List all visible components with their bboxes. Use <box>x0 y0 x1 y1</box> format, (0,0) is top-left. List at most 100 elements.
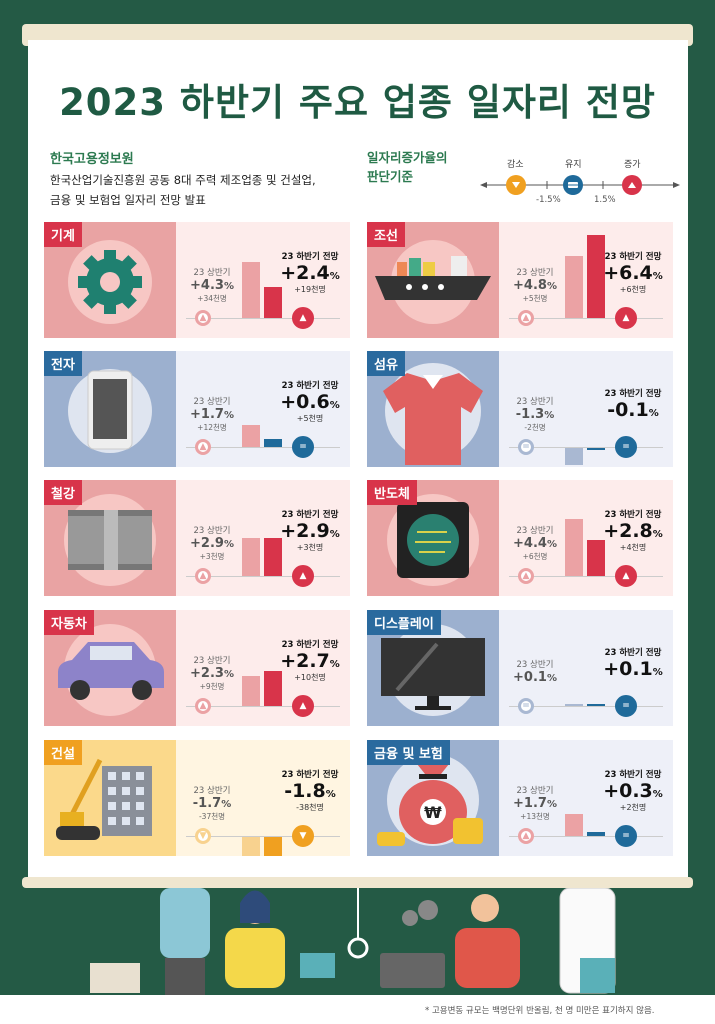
maintain-icon: = <box>615 825 637 847</box>
percent-sign: % <box>221 799 232 810</box>
baseline <box>186 576 340 577</box>
sector-stats: 23 상반기 -1.7% -37천명 23 하반기 전망 -1.8% -38천명… <box>176 740 350 856</box>
footer <box>0 995 715 1024</box>
sector-name: 반도체 <box>367 480 417 505</box>
second-half-bar <box>587 448 605 450</box>
baseline <box>509 576 663 577</box>
second-half-count: +4천명 <box>619 543 647 552</box>
sector-stats: 23 상반기 +1.7% +12천명 23 하반기 전망 +0.6% +5천명 … <box>176 351 350 467</box>
second-half-stats: 23 하반기 전망 +6.4% +6천명 <box>595 250 671 295</box>
second-half-bar <box>587 704 605 706</box>
label-decrease: 감소 <box>507 160 524 170</box>
second-half-rate-value: +0.6 <box>280 391 330 413</box>
increase-icon: ▲ <box>292 307 314 329</box>
increase-icon: ▲ <box>195 439 211 455</box>
gear-icon <box>68 240 152 324</box>
sector-name: 금융 및 보험 <box>367 740 450 765</box>
first-half-label: 23 상반기 <box>193 526 231 536</box>
second-half-bar <box>264 837 282 856</box>
first-half-count: -2천명 <box>524 423 546 432</box>
percent-sign: % <box>223 410 234 421</box>
first-half-label: 23 상반기 <box>516 786 554 796</box>
first-half-rate: -1.7% <box>180 796 244 811</box>
svg-text:₩: ₩ <box>424 803 442 822</box>
percent-sign: % <box>652 789 663 800</box>
label-increase: 증가 <box>624 160 641 170</box>
first-half-label: 23 상반기 <box>193 268 231 278</box>
second-half-stats: 23 하반기 전망 +0.1% <box>595 646 671 680</box>
increase-icon: ▲ <box>518 568 534 584</box>
first-half-rate: +1.7% <box>503 796 567 811</box>
second-half-count: +19천명 <box>294 285 326 294</box>
percent-sign: % <box>325 789 336 800</box>
second-half-rate: +0.1% <box>595 658 671 680</box>
first-half-bar <box>242 538 260 576</box>
maintain-icon: = <box>518 698 534 714</box>
increase-icon: ▲ <box>615 307 637 329</box>
second-half-rate-value: -1.8 <box>284 780 326 802</box>
sector-card: 섬유 23 상반기 -1.3% -2천명 23 하반기 전망 -0.1% = = <box>367 351 673 467</box>
first-half-label: 23 상반기 <box>516 660 554 670</box>
increase-icon: ▲ <box>518 828 534 844</box>
sector-name: 건설 <box>44 740 82 765</box>
chip-icon <box>387 494 479 586</box>
baseline <box>509 706 663 707</box>
percent-sign: % <box>652 271 663 282</box>
baseline <box>186 447 340 448</box>
sector-card: 철강 23 상반기 +2.9% +3천명 23 하반기 전망 +2.9% +3천… <box>44 480 350 596</box>
second-half-rate-value: +0.3 <box>603 780 653 802</box>
first-half-rate-value: -1.3 <box>515 407 545 422</box>
first-half-stats: 23 상반기 +4.4% +6천명 <box>503 524 567 562</box>
sector-card: 디스플레이 23 상반기 +0.1% 23 하반기 전망 +0.1% = = <box>367 610 673 726</box>
first-half-rate: -1.3% <box>503 407 567 422</box>
percent-sign: % <box>223 281 234 292</box>
increase-icon: ▲ <box>195 310 211 326</box>
first-half-rate: +4.8% <box>503 278 567 293</box>
baseline <box>186 836 340 837</box>
second-half-count: +3천명 <box>296 543 324 552</box>
percent-sign: % <box>648 408 659 419</box>
sector-name: 자동차 <box>44 610 94 635</box>
second-half-bar <box>587 539 605 576</box>
percent-sign: % <box>546 799 557 810</box>
criteria-title-2: 판단기준 <box>367 169 414 184</box>
decrease-icon: ▼ <box>292 825 314 847</box>
first-half-label: 23 상반기 <box>516 526 554 536</box>
second-half-count: +5천명 <box>296 414 324 423</box>
second-half-rate: +2.7% <box>272 650 348 672</box>
percent-sign: % <box>223 539 234 550</box>
second-half-rate: +2.9% <box>272 520 348 542</box>
first-half-label: 23 상반기 <box>516 268 554 278</box>
second-half-stats: 23 하반기 전망 +2.9% +3천명 <box>272 508 348 553</box>
criteria-scale: 감소 유지 증가 -1.5% 1.5% <box>480 155 680 210</box>
second-half-stats: 23 하반기 전망 +0.3% +2천명 <box>595 768 671 813</box>
sector-illustration <box>367 351 499 467</box>
first-half-stats: 23 상반기 -1.7% -37천명 <box>180 784 244 822</box>
percent-sign: % <box>546 281 557 292</box>
second-half-label: 23 하반기 전망 <box>281 770 339 780</box>
second-half-rate-value: +0.1 <box>603 658 653 680</box>
sector-card: 조선 23 상반기 +4.8% +5천명 23 하반기 전망 +6.4% +6천… <box>367 222 673 338</box>
first-half-rate-value: -1.7 <box>192 796 222 811</box>
increase-icon: ▲ <box>195 698 211 714</box>
sector-name: 철강 <box>44 480 82 505</box>
first-half-rate: +2.3% <box>180 666 244 681</box>
percent-sign: % <box>546 673 557 684</box>
first-half-bar <box>565 518 583 576</box>
second-half-count: -38천명 <box>296 803 324 812</box>
sector-illustration <box>44 480 176 596</box>
first-half-rate-value: +4.8 <box>513 278 547 293</box>
first-half-count: +3천명 <box>199 552 225 561</box>
second-half-bar <box>264 286 282 318</box>
increase-icon: ▲ <box>615 565 637 587</box>
second-half-bar <box>587 832 605 836</box>
second-half-stats: 23 하반기 전망 +0.6% +5천명 <box>272 379 348 424</box>
percent-sign: % <box>652 529 663 540</box>
sector-name: 기계 <box>44 222 82 247</box>
source-description: 한국산업기술진흥원 공동 8대 주력 제조업종 및 건설업, 금융 및 보험업 일… <box>50 170 316 210</box>
first-half-count: +34천명 <box>197 294 227 303</box>
ship-icon <box>375 240 491 324</box>
first-half-bar <box>242 837 260 856</box>
second-half-stats: 23 하반기 전망 +2.7% +10천명 <box>272 638 348 683</box>
first-half-bar <box>242 676 260 706</box>
